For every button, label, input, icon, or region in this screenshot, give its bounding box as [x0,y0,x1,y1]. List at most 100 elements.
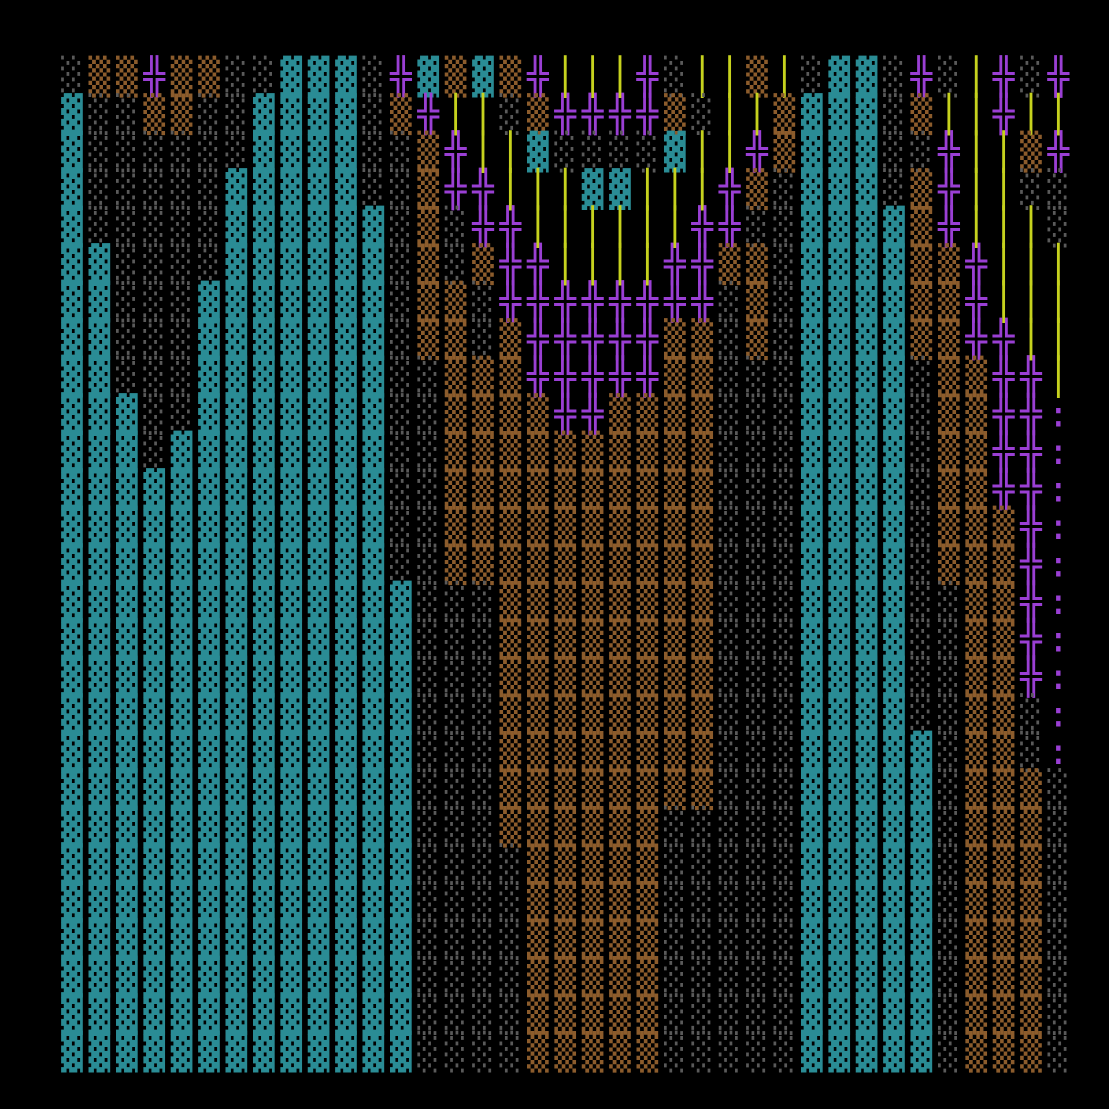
map-cell: ▓ [883,317,905,360]
map-cell: ▒ [527,542,549,585]
map-cell: ▓ [801,767,823,810]
map-cell: ▓ [198,392,220,435]
map-cell: ░ [390,317,412,360]
map-cell: ░ [664,955,686,998]
map-cell: ▓ [828,430,850,473]
map-cell: │ [554,55,576,98]
map-cell: ▒ [500,767,522,810]
map-cell: ▒ [637,805,659,848]
map-cell: ▓ [198,580,220,623]
map-cell: : [1048,432,1070,473]
map-cell: │ [965,130,987,173]
map-cell: ▓ [280,205,302,248]
map-cell: ▒ [582,805,604,848]
map-cell: │ [1020,205,1042,248]
map-cell: │ [938,92,960,135]
map-cell: ▓ [61,542,83,585]
map-cell: ░ [417,655,439,698]
map-cell: ░ [691,92,713,135]
map-row: ▓ ▓ ▓ ▓ ▓ ▓ ▓ ▓ ▓ ▓ ▓ ▓ ▓ ░ ░ ░ ▒ ▒ ▒ ▒ ▒ ▒ ░ ░ ░ ░ ░ ▓ ▓ ▓ ▓ ▓ ░ ▒ ▒ ▒ ░ [61,805,1069,848]
map-cell: ▓ [856,767,878,810]
map-cell: │ [691,167,713,210]
map-cell: ▓ [801,392,823,435]
map-cell: ▓ [226,655,248,698]
map-cell: ▒ [472,467,494,510]
map-cell: ▒ [993,617,1015,660]
map-cell: ▒ [911,317,933,360]
map-cell: ▓ [363,505,385,548]
map-cell: ░ [911,130,933,173]
map-cell: ╬ [937,130,961,173]
map-cell: ░ [417,692,439,735]
map-cell: ░ [472,805,494,848]
map-cell: ▓ [226,242,248,285]
map-cell: ░ [911,617,933,660]
map-cell: ░ [472,880,494,923]
map-cell: ░ [171,317,193,360]
map-cell: │ [1048,92,1070,135]
map-cell: ░ [938,767,960,810]
map-cell: ▒ [637,655,659,698]
map-cell: ▓ [883,430,905,473]
map-cell: ▓ [390,805,412,848]
map-cell: ▓ [363,917,385,960]
map-cell: : [1048,544,1070,585]
map-cell: ▒ [965,505,987,548]
map-cell: ▒ [637,580,659,623]
map-cell: ░ [390,280,412,323]
map-cell: │ [774,55,796,98]
map-cell: ▓ [828,205,850,248]
map-cell: ▓ [61,392,83,435]
map-cell: ▓ [61,317,83,360]
map-cell: ░ [883,130,905,173]
map-cell: ▓ [61,430,83,473]
map-cell: ░ [445,692,467,735]
map-cell: ╬ [526,355,550,398]
map-cell: ▓ [61,467,83,510]
map-cell: ░ [472,317,494,360]
map-row: ▓ ▓ ▓ ▓ ▓ ▓ ▓ ▓ ▓ ▓ ▓ ▓ ▓ ░ ░ ░ ░ ▒ ▒ ▒ ▒ ▒ ░ ░ ░ ░ ░ ▓ ▓ ▓ ▓ ▓ ░ ▒ ▒ ▒ ░ [61,1030,1069,1073]
map-cell: ▓ [253,92,275,135]
map-cell: ▓ [116,467,138,510]
map-cell: ▒ [938,505,960,548]
map-cell: ▒ [472,392,494,435]
map-cell: ▒ [965,767,987,810]
map-cell: ▓ [116,392,138,435]
map-cell: ▓ [390,917,412,960]
map-cell: ▒ [582,580,604,623]
map-cell: ▓ [856,505,878,548]
map-cell: ░ [938,692,960,735]
map-cell: ░ [226,55,248,98]
map-cell: ▓ [335,842,357,885]
map-cell: ▓ [198,617,220,660]
map-cell: ░ [938,1030,960,1073]
map-cell: ▓ [363,767,385,810]
map-cell: ▒ [445,392,467,435]
map-cell: : [1048,469,1070,510]
map-cell: ▒ [746,280,768,323]
map-cell: ░ [774,655,796,698]
map-cell: ▓ [828,542,850,585]
map-cell: ▓ [198,542,220,585]
map-cell: ▓ [116,730,138,773]
map-cell: ▓ [801,880,823,923]
map-cell: ▒ [554,767,576,810]
map-cell: ▓ [280,805,302,848]
map-cell: │ [746,92,768,135]
map-cell: ░ [746,467,768,510]
map-cell: ▓ [308,355,330,398]
map-cell: ▓ [61,580,83,623]
map-cell: ▒ [637,992,659,1035]
map-cell: ▓ [828,55,850,98]
map-cell: │ [1020,92,1042,135]
map-cell: ░ [664,1030,686,1073]
map-cell: │ [582,242,604,285]
map-cell: ▓ [856,580,878,623]
map-cell: ▓ [308,842,330,885]
map-cell: ╬ [444,167,468,210]
map-cell: ▓ [143,955,165,998]
map-cell: ▒ [993,505,1015,548]
map-cell: : [1048,582,1070,623]
map-cell: │ [554,242,576,285]
map-cell: ▓ [883,730,905,773]
